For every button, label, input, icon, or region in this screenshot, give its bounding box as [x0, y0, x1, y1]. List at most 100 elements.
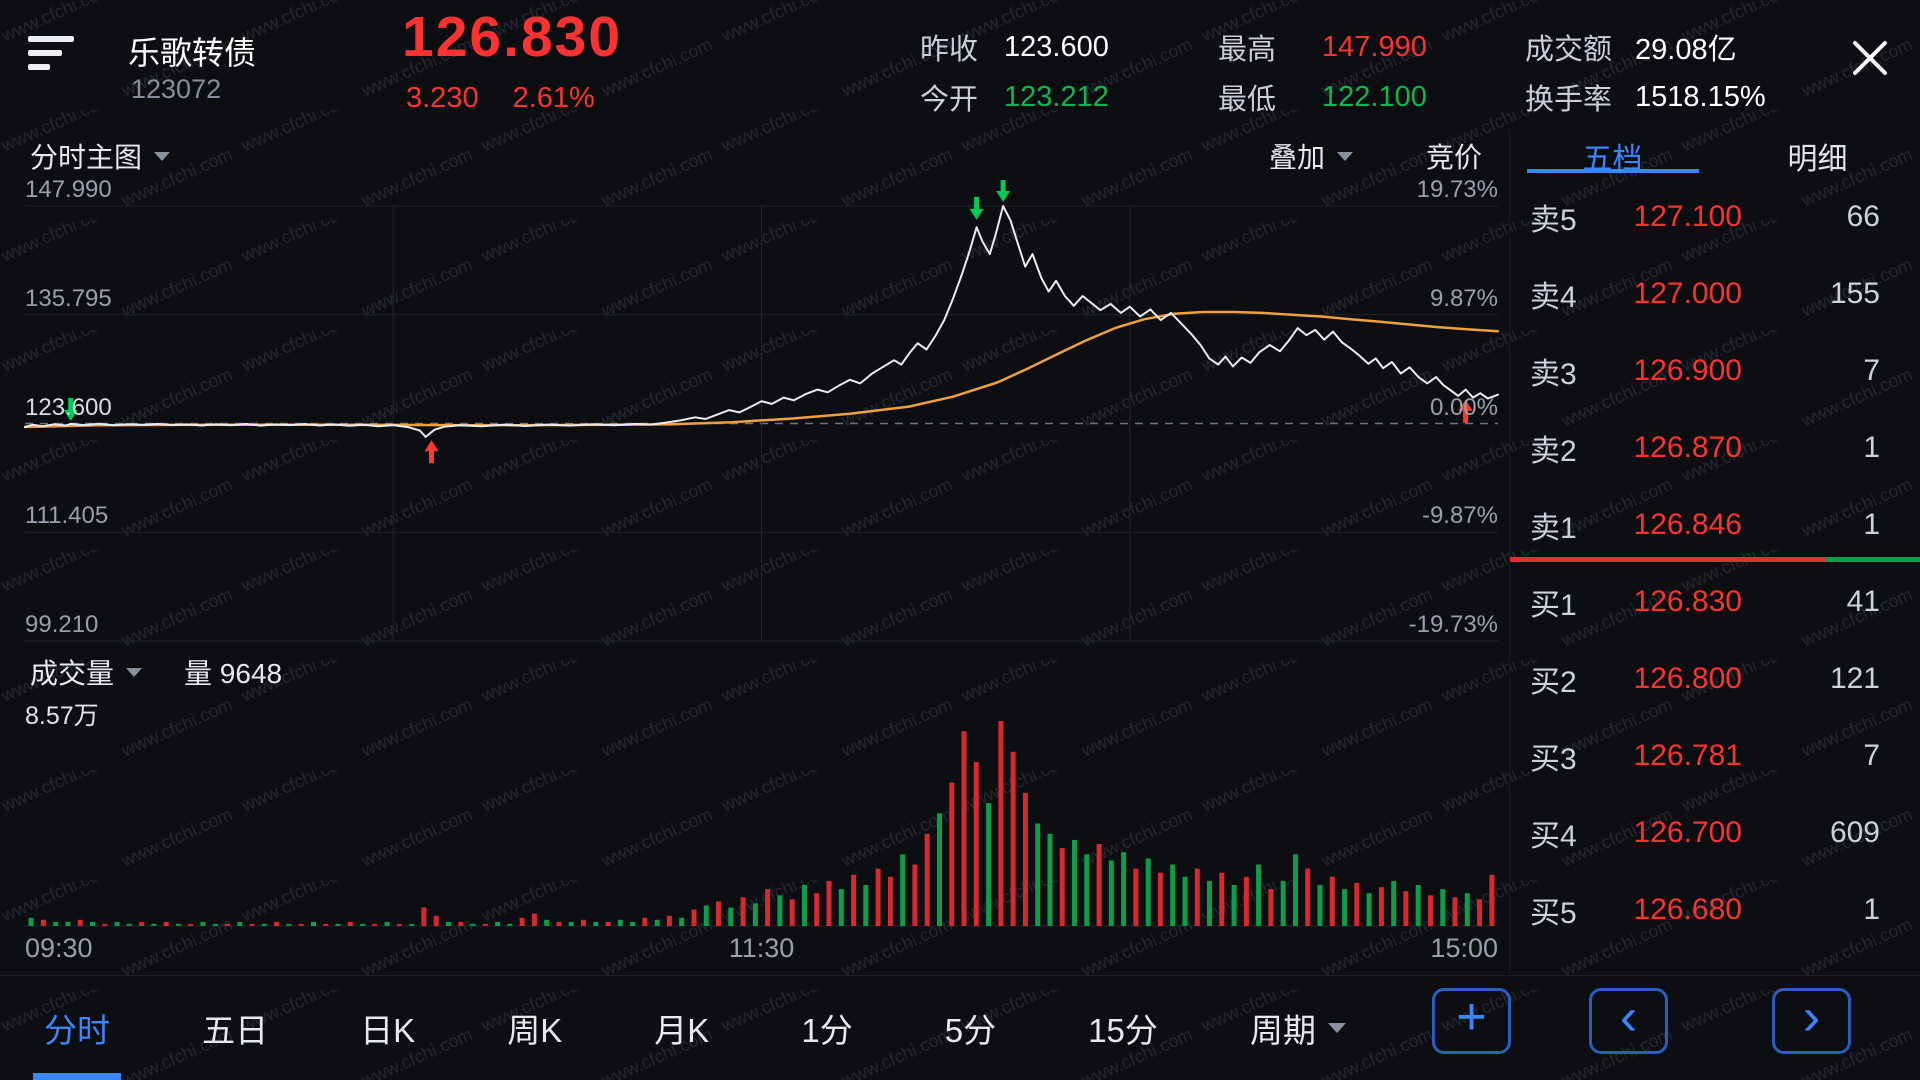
- main-chart-selector[interactable]: 分时主图: [30, 136, 171, 176]
- ask-ratio-segment: [1510, 557, 1826, 562]
- tab-monthly-k[interactable]: 月K: [650, 976, 713, 1080]
- level-qty: 155: [1829, 276, 1880, 310]
- tab-label: 五日: [202, 1012, 269, 1049]
- stat-row: 换手率 1518.15%: [1525, 72, 1766, 122]
- time-axis: 09:30 11:30 15:00: [25, 933, 1498, 964]
- overlay-label: 叠加: [1269, 142, 1326, 173]
- stat-row: 昨收 123.600: [920, 22, 1109, 72]
- next-button[interactable]: ›: [1772, 988, 1851, 1054]
- level-price: 126.900: [1633, 353, 1742, 387]
- tab-15min[interactable]: 15分: [1084, 976, 1162, 1080]
- panel-tabs: 五档 明细: [1510, 130, 1920, 178]
- tab-intraday[interactable]: 分时: [40, 976, 114, 1080]
- tab-label: 月K: [654, 1012, 710, 1049]
- tab-label: 周期: [1249, 1012, 1316, 1049]
- tab-weekly-k[interactable]: 周K: [503, 976, 566, 1080]
- ask-row-1[interactable]: 卖1 126.846 1: [1510, 486, 1920, 563]
- stat-label: 最高: [1218, 34, 1277, 66]
- change-value: 3.230: [406, 82, 479, 114]
- level-label: 卖3: [1530, 357, 1577, 391]
- level-qty: 1: [1863, 430, 1880, 464]
- y-axis-price-label: 147.990: [25, 176, 112, 203]
- volume-toolbar: 成交量 量 9648: [30, 652, 282, 692]
- tab-period[interactable]: 周期: [1246, 976, 1350, 1080]
- level-label: 买3: [1530, 742, 1577, 776]
- y-axis-price-label: 111.405: [25, 502, 109, 529]
- add-button[interactable]: +: [1432, 988, 1511, 1054]
- ask-row-5[interactable]: 卖5 127.100 66: [1510, 178, 1920, 255]
- level-label: 卖5: [1530, 203, 1577, 237]
- level-price: 126.830: [1633, 584, 1742, 618]
- current-price: 126.830: [402, 5, 623, 69]
- y-axis-percent-label: 19.73%: [1416, 176, 1498, 203]
- stat-label: 成交额: [1525, 34, 1613, 66]
- stat-row: 最高 147.990: [1218, 22, 1427, 72]
- tab-label: 15分: [1088, 1012, 1158, 1049]
- close-icon[interactable]: [1850, 38, 1890, 78]
- bid-ask-ratio-bar: [1510, 557, 1920, 562]
- tab-daily-k[interactable]: 日K: [356, 976, 419, 1080]
- price-change: 3.230 2.61%: [406, 82, 595, 115]
- tab-label: 分时: [44, 1012, 110, 1049]
- order-book: 卖5 127.100 66 卖4 127.000 155 卖3 126.900 7 卖2 126.8…: [1510, 178, 1920, 975]
- stat-row: 最低 122.100: [1218, 72, 1427, 122]
- stat-row: 成交额 29.08亿: [1525, 22, 1766, 72]
- auction-button[interactable]: 竞价: [1426, 136, 1482, 176]
- stat-label: 最低: [1218, 84, 1277, 116]
- panel-divider: [1509, 130, 1510, 975]
- chevron-left-icon: ‹: [1619, 988, 1638, 1046]
- tab-label: 5分: [944, 1012, 997, 1049]
- stat-col-3: 成交额 29.08亿换手率 1518.15%: [1525, 22, 1766, 122]
- stat-value: 1518.15%: [1635, 80, 1766, 113]
- level-price: 126.870: [1633, 430, 1742, 464]
- stat-value: 147.990: [1322, 30, 1427, 63]
- ask-list: 卖5 127.100 66 卖4 127.000 155 卖3 126.900 7 卖2 126.8…: [1510, 178, 1920, 563]
- bid-row-5[interactable]: 买5 126.680 1: [1510, 871, 1920, 948]
- price-chart: [23, 180, 1500, 642]
- time-label: 11:30: [728, 933, 795, 963]
- level-price: 126.800: [1633, 661, 1742, 695]
- prev-button[interactable]: ‹: [1589, 988, 1668, 1054]
- level-price: 127.100: [1633, 199, 1742, 233]
- tab-5min[interactable]: 5分: [941, 976, 1000, 1080]
- tab-label: 周K: [507, 1012, 563, 1049]
- caret-down-icon: [154, 151, 171, 161]
- time-label: 09:30: [25, 933, 93, 963]
- bid-row-2[interactable]: 买2 126.800 121: [1510, 640, 1920, 717]
- stat-label: 昨收: [920, 34, 979, 66]
- tab-1min[interactable]: 1分: [797, 976, 856, 1080]
- ask-row-4[interactable]: 卖4 127.000 155: [1510, 255, 1920, 332]
- y-axis-percent-label: -19.73%: [1408, 611, 1498, 638]
- level-label: 买1: [1530, 588, 1577, 622]
- level-qty: 121: [1829, 661, 1880, 695]
- volume-chart: [25, 721, 1498, 927]
- y-axis-percent-label: -9.87%: [1421, 502, 1498, 529]
- level-label: 买2: [1530, 665, 1577, 699]
- bid-row-3[interactable]: 买3 126.781 7: [1510, 717, 1920, 794]
- stat-label: 今开: [920, 84, 979, 116]
- header: 乐歌转债 123072 126.830 3.230 2.61% 昨收 123.600…: [0, 0, 1920, 128]
- menu-icon[interactable]: [28, 34, 78, 74]
- bid-row-4[interactable]: 买4 126.700 609: [1510, 794, 1920, 871]
- tab-label: 明细: [1787, 143, 1848, 176]
- bid-row-1[interactable]: 买1 126.830 41: [1510, 563, 1920, 640]
- tab-detail[interactable]: 明细: [1715, 130, 1920, 178]
- caret-down-icon: [1337, 151, 1354, 161]
- level-label: 卖4: [1530, 280, 1577, 314]
- volume-label: 成交量: [30, 658, 115, 689]
- ask-row-2[interactable]: 卖2 126.870 1: [1510, 409, 1920, 486]
- stat-label: 换手率: [1525, 84, 1613, 116]
- bottom-nav: 分时 五日 日K 周K 月K 1分 5分 15分 周期 + ‹ ›: [0, 975, 1920, 1080]
- stock-code: 123072: [131, 74, 222, 104]
- level-qty: 7: [1863, 353, 1880, 387]
- ask-row-3[interactable]: 卖3 126.900 7: [1510, 332, 1920, 409]
- tab-label: 1分: [801, 1012, 853, 1049]
- caret-down-icon: [126, 667, 143, 677]
- y-axis-price-label: 123.600: [25, 394, 112, 421]
- volume-selector[interactable]: 成交量: [30, 652, 143, 692]
- tab-5day[interactable]: 五日: [198, 976, 272, 1080]
- overlay-selector[interactable]: 叠加: [1269, 136, 1354, 176]
- stat-row: 今开 123.212: [920, 72, 1109, 122]
- tab-five-levels[interactable]: 五档: [1510, 130, 1715, 178]
